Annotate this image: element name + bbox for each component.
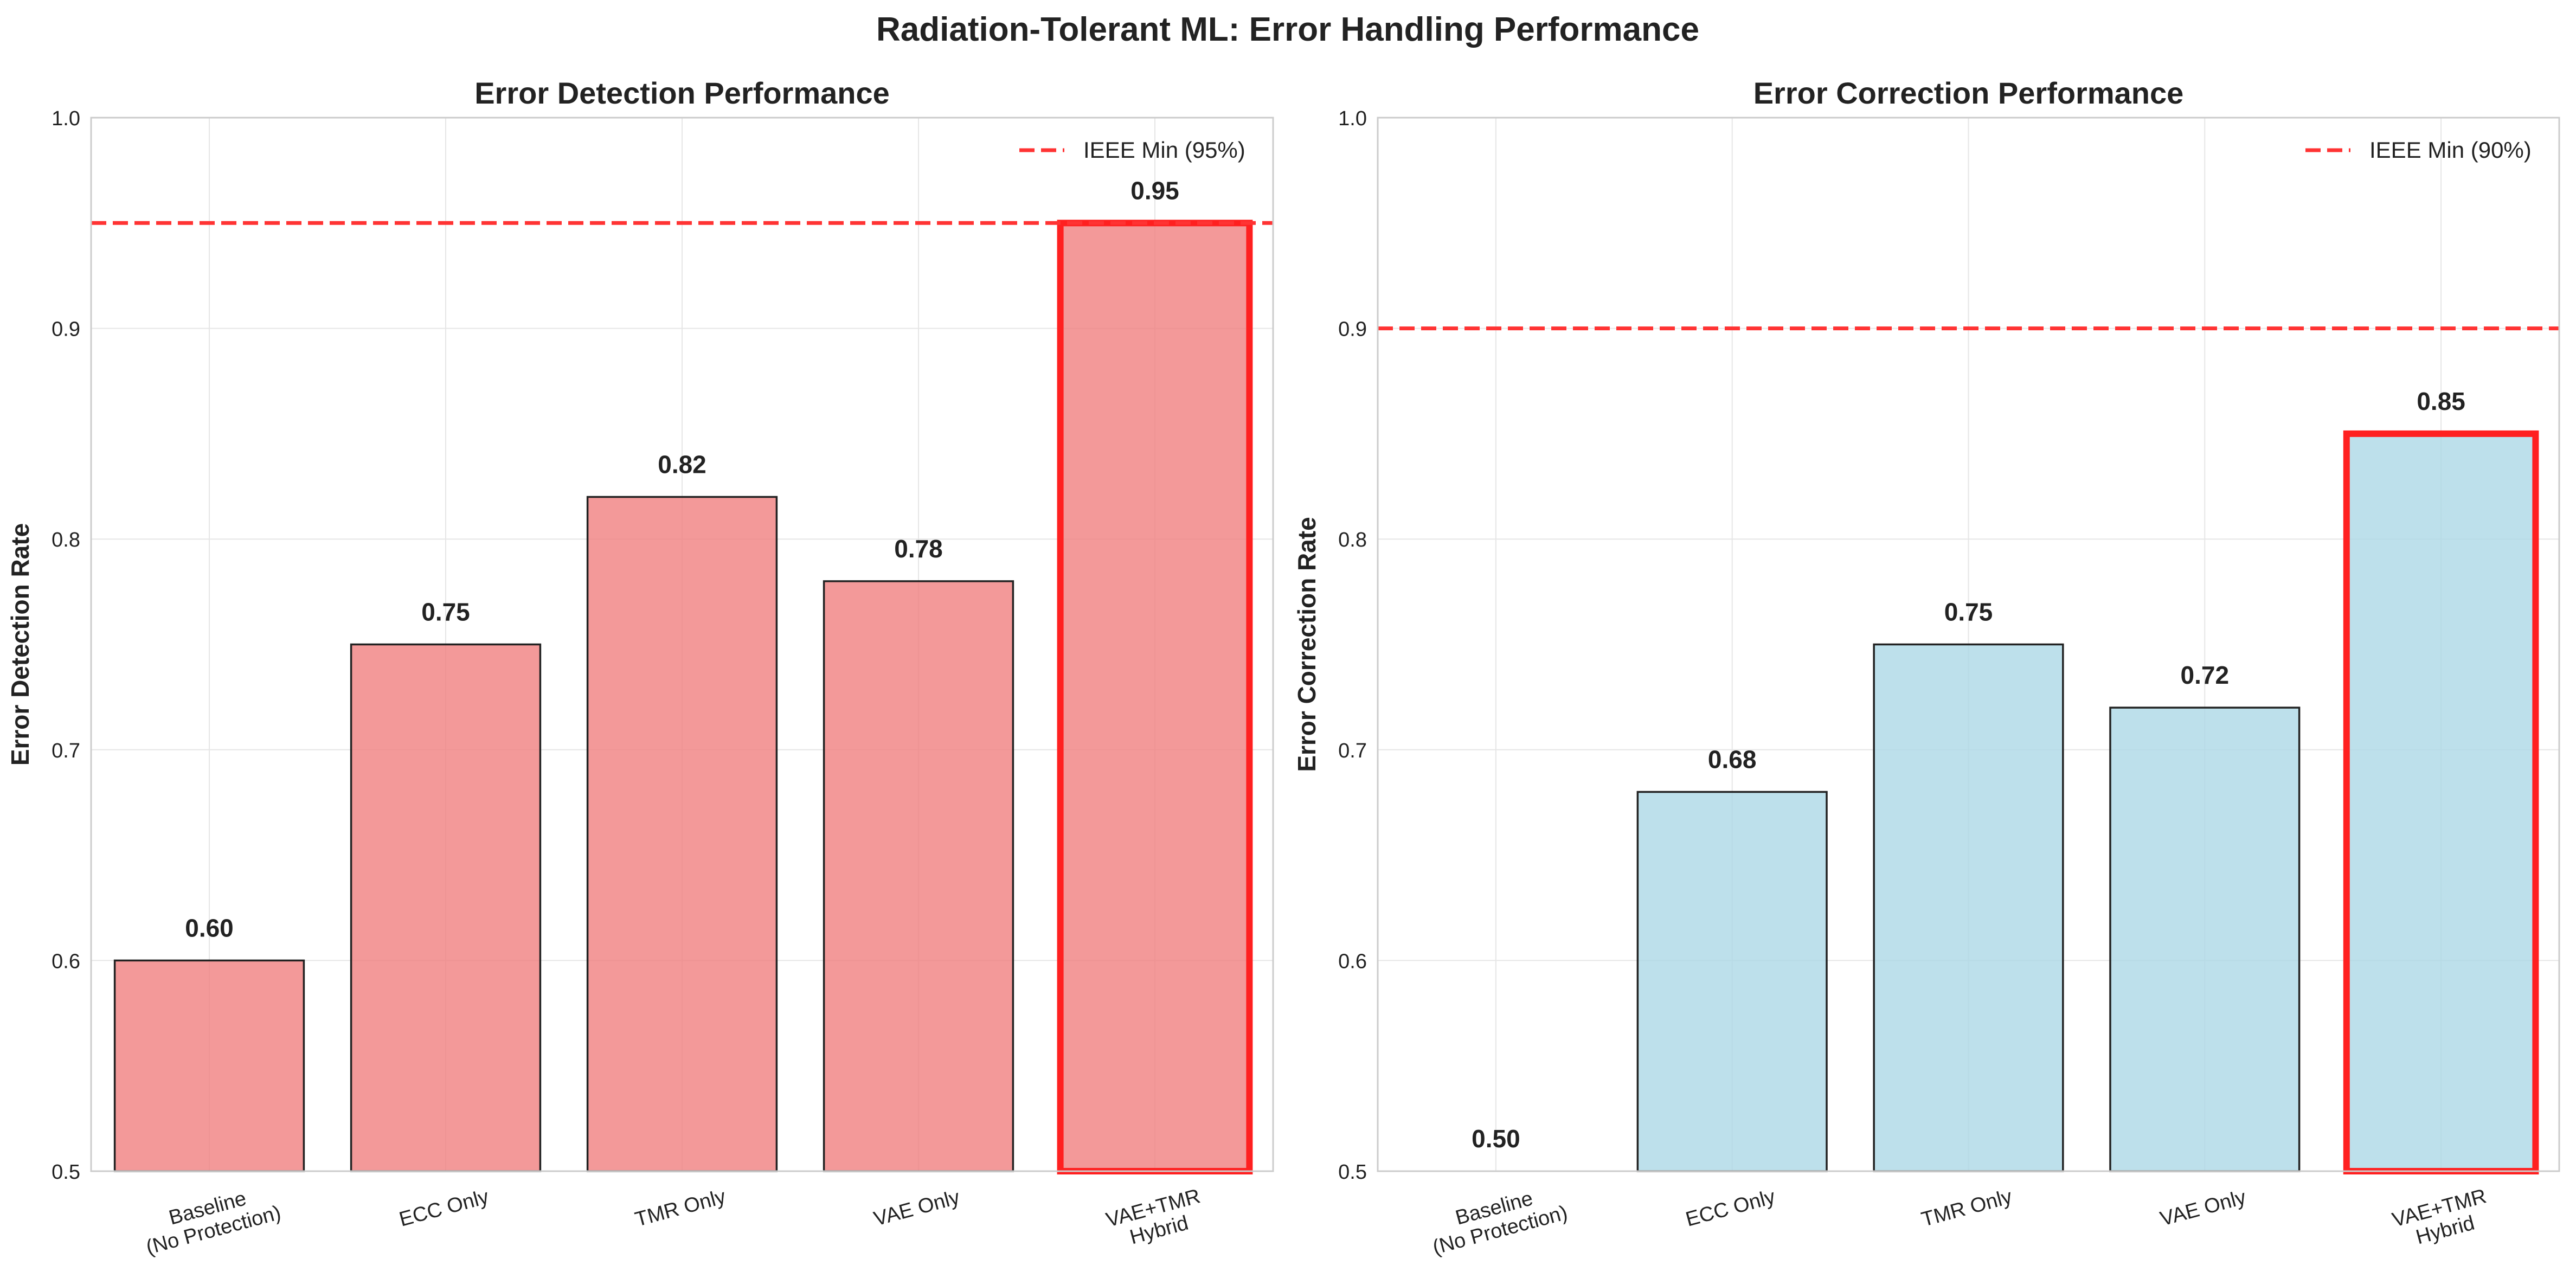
y-tick-label: 0.9	[52, 318, 80, 341]
data-label: 0.75	[1944, 598, 1993, 626]
y-tick-label: 0.7	[1338, 740, 1367, 762]
y-axis-label: Error Correction Rate	[1293, 517, 1321, 772]
y-tick-label: 0.8	[1338, 529, 1367, 551]
data-label: 0.78	[894, 535, 943, 563]
chart-title: Error Correction Performance	[1753, 76, 2184, 110]
data-label: 0.82	[658, 450, 706, 478]
x-tick-label: Baseline(No Protection)	[1424, 1179, 1570, 1259]
axes-frame	[1377, 117, 2560, 1172]
bar	[823, 580, 1014, 1172]
chart-panel: 0.60 0.75 0.82 0.78 0.95 0.5 0.6 0.7 0.8 0.9 1.0 Ba…	[6, 76, 1274, 1259]
legend: IEEE Min (95%)	[1019, 137, 1245, 163]
bar	[2109, 707, 2301, 1172]
data-label: 0.95	[1130, 176, 1179, 204]
bar	[113, 959, 305, 1172]
axes-frame	[90, 117, 1274, 1172]
bar	[1873, 643, 2064, 1172]
bar	[1057, 220, 1253, 1174]
x-tick-label: TMR Only	[1919, 1185, 2014, 1231]
figure-title: Radiation-Tolerant ML: Error Handling Pe…	[876, 11, 1699, 48]
y-tick-label: 0.5	[52, 1161, 80, 1184]
x-tick-label: VAE Only	[2158, 1186, 2249, 1230]
y-tick-label: 0.6	[1338, 950, 1367, 973]
y-tick-label: 0.5	[1338, 1161, 1367, 1184]
x-tick-label: VAE+TMRHybrid	[1104, 1185, 1209, 1254]
legend-label: IEEE Min (95%)	[1083, 137, 1245, 163]
chart-panels: 0.60 0.75 0.82 0.78 0.95 0.5 0.6 0.7 0.8 0.9 1.0 Ba…	[6, 76, 2560, 1259]
bar	[1636, 791, 1828, 1172]
y-tick-label: 1.0	[52, 107, 80, 130]
y-tick-label: 0.7	[52, 740, 80, 762]
y-tick-label: 1.0	[1338, 107, 1367, 130]
legend: IEEE Min (90%)	[2305, 137, 2532, 163]
data-label: 0.75	[421, 598, 470, 626]
bar	[2343, 430, 2539, 1174]
data-label: 0.85	[2417, 387, 2465, 415]
y-tick-label: 0.8	[52, 529, 80, 551]
data-label: 0.50	[1472, 1125, 1520, 1153]
chart-panel: 0.50 0.68 0.75 0.72 0.85 0.5 0.6 0.7 0.8 0.9 1.0 Ba…	[1293, 76, 2560, 1259]
x-tick-label: VAE+TMRHybrid	[2390, 1185, 2495, 1254]
x-tick-label: ECC Only	[1684, 1185, 1778, 1231]
legend-label: IEEE Min (90%)	[2369, 137, 2532, 163]
y-tick-label: 0.6	[52, 950, 80, 973]
x-tick-label: Baseline(No Protection)	[138, 1179, 284, 1259]
data-label: 0.60	[185, 914, 234, 942]
x-tick-label: ECC Only	[397, 1185, 491, 1231]
y-axis-label: Error Detection Rate	[6, 523, 34, 766]
x-tick-label: VAE Only	[871, 1186, 962, 1230]
y-tick-label: 0.9	[1338, 318, 1367, 341]
x-tick-label: TMR Only	[633, 1185, 728, 1231]
data-label: 0.68	[1708, 746, 1757, 774]
bar	[350, 643, 542, 1172]
data-label: 0.72	[2181, 661, 2230, 689]
chart-title: Error Detection Performance	[474, 76, 890, 110]
bar	[586, 496, 778, 1172]
